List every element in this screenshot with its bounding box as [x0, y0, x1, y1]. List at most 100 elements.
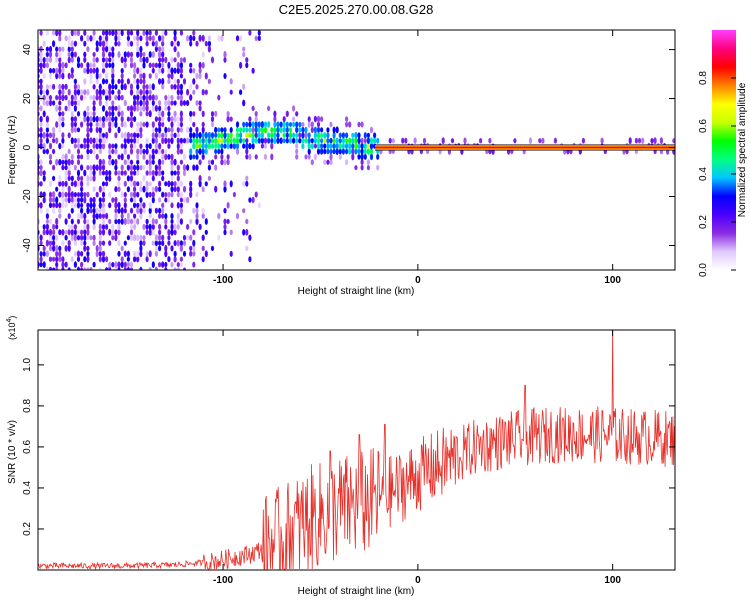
spectrogram-cell [89, 175, 93, 182]
spectrogram-cell [186, 137, 190, 144]
spectrogram-cell [248, 127, 252, 133]
spectrogram-cell [101, 105, 106, 112]
spectrogram-cell [145, 191, 149, 199]
spectrogram-cell [48, 234, 53, 242]
spectrogram-cell [39, 115, 43, 123]
spectrogram-cell [80, 62, 84, 69]
spectrogram-cell [89, 35, 93, 42]
spectrogram-cell [86, 34, 90, 42]
spectrogram-cell [108, 116, 112, 123]
spectrogram-cell [148, 83, 152, 90]
colorbar-tick-label: 0.4 [698, 167, 709, 181]
spectrogram-cell [192, 207, 196, 214]
spectrogram-cell [139, 72, 143, 80]
spectrogram-cell [145, 148, 149, 155]
spectrogram-cell [360, 142, 364, 150]
spectrogram-cell [86, 115, 90, 123]
spectrogram-cell [133, 202, 137, 209]
spectrogram-cell [95, 212, 99, 220]
spectrogram-cell [98, 185, 102, 193]
spectrogram-cell [55, 104, 59, 112]
spectrogram-cell [58, 105, 62, 112]
spectrogram-cell [637, 137, 642, 144]
spectrogram-cell [139, 197, 143, 203]
spectrogram-cell [98, 94, 102, 101]
spectrogram-cell [164, 95, 168, 101]
spectrogram-cell [98, 126, 102, 134]
spectrogram-cell [345, 142, 349, 150]
spectrogram-cell [260, 121, 264, 128]
spectrogram-cell [86, 137, 90, 145]
spectrogram-cell [154, 127, 158, 133]
spectrogram-cell [276, 137, 280, 144]
spectrogram-cell [114, 164, 118, 171]
spectrogram-cell [105, 181, 109, 187]
spectrogram-cell [136, 234, 140, 242]
spectrogram-cell [201, 34, 205, 42]
spectrogram-cell [173, 229, 177, 236]
spectrogram-cell [83, 267, 87, 270]
spectrogram-cell [201, 132, 205, 139]
spectrogram-cell [39, 207, 43, 214]
spectrogram-cell [192, 142, 196, 150]
spectrogram-cell [42, 57, 46, 63]
spectrogram-cell [179, 262, 183, 268]
spectrogram-cell [67, 35, 71, 42]
spectrogram-cell [48, 45, 53, 53]
spectrogram-cell [123, 208, 127, 214]
spectrogram-cell [42, 62, 46, 69]
spectrogram-cell [133, 99, 137, 107]
spectrogram-cell [133, 73, 137, 79]
spectrogram-cell [123, 62, 127, 69]
spectrogram-cell [316, 148, 321, 155]
spectrogram-cell [239, 35, 243, 42]
spectrogram-cell [148, 30, 152, 36]
spectrogram-cell [192, 245, 196, 252]
spectrogram-cell [167, 154, 171, 160]
spectrogram-cell [226, 137, 230, 145]
spectrogram-cell [195, 132, 199, 139]
spectrogram-cell [136, 35, 140, 42]
spectrogram-cell [198, 175, 202, 182]
spectrogram-cell [198, 73, 202, 79]
spectrogram-cell [164, 126, 168, 134]
spectrogram-cell [136, 159, 140, 165]
spectrogram-cell [129, 224, 134, 230]
spectrogram-cell [98, 245, 102, 252]
spectrogram-cell [129, 207, 134, 214]
spectrogram-cell [214, 143, 218, 150]
spectrogram-cell [167, 191, 171, 198]
spectrogram-cell [105, 72, 109, 80]
spectrogram-cell [235, 121, 240, 128]
spectrogram-cell [158, 121, 162, 128]
spectrogram-cell [129, 164, 134, 171]
spectrogram-cell [111, 84, 115, 90]
spectrogram-cell [52, 126, 56, 133]
spectrogram-cell [223, 137, 227, 144]
spectrogram-cell [86, 219, 90, 224]
spectrogram-cell [80, 35, 84, 42]
colorbar: 0.00.20.40.60.8 Normalized spectral ampl… [698, 30, 748, 277]
spectrogram-cell [67, 99, 71, 107]
spectrogram-cell [136, 191, 140, 198]
colorbar-gradient [712, 30, 736, 270]
spectrogram-cell [154, 94, 158, 101]
spectrogram-cell [108, 143, 112, 150]
spectrogram-cell [170, 56, 174, 63]
spectrogram-cell [120, 143, 124, 149]
spectrogram-cell [48, 245, 53, 252]
spectrogram-cell [83, 169, 87, 177]
spectrogram-cell [276, 132, 280, 138]
spectrogram-cell [298, 121, 302, 128]
spectrogram-cell [161, 34, 165, 42]
spectrogram-cell [142, 105, 146, 112]
spectrogram-cell [182, 250, 187, 257]
spectrogram-cell [39, 67, 43, 74]
spectrogram-cell [351, 137, 355, 144]
spectrogram-cell [288, 137, 293, 144]
spectrogram-cell [161, 159, 165, 165]
spectrogram-cell [76, 56, 81, 64]
spectrogram-cell [273, 137, 277, 145]
spectrogram-cell [332, 138, 336, 144]
spectrogram-cell [173, 67, 177, 74]
